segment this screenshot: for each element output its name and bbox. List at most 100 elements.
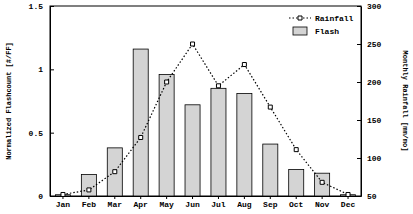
tick-label: 150 [367,116,382,125]
axis-line [51,196,362,197]
tick: Oct [289,196,304,209]
tick: 100 [357,154,382,163]
marker [242,63,246,67]
bar [81,174,96,196]
tick-label: 0 [38,192,43,201]
legend-item: Flash [293,27,339,36]
tick-mark [296,196,297,199]
tick-label: Jul [211,200,226,209]
tick: Mar [108,196,123,209]
marker [87,188,91,192]
bar [211,88,226,196]
tick: 250 [357,40,382,49]
y-axis-title: Normalized Flashcount [#/FF] [5,42,13,160]
tick-label: 100 [367,154,382,163]
tick: Feb [82,196,97,209]
bar [263,144,278,196]
tick-label: 250 [367,40,382,49]
marker [346,192,350,196]
tick-label: 50 [367,192,377,201]
tick-label: 200 [367,78,382,87]
marks [55,42,355,196]
marker [294,148,298,152]
tick: 300 [357,2,382,11]
marker [61,192,65,196]
marker [113,170,117,174]
tick-label: Oct [289,200,304,209]
plot-frame [50,6,361,196]
legend-item: Rainfall [289,14,354,23]
tick: 200 [357,78,382,87]
tick-mark [62,196,63,199]
tick-mark [218,196,219,199]
tick-label: 1.5 [29,2,44,11]
tick-mark [166,196,167,199]
bar [107,148,122,196]
legend-label: Rainfall [315,14,354,23]
tick-label: Nov [315,200,330,209]
bar [133,49,148,196]
marker [268,105,272,109]
legend-label: Flash [315,27,339,36]
tick: Aug [237,196,252,209]
tick-mark [88,196,89,199]
tick-mark [357,44,361,45]
tick: 1.5 [29,2,54,11]
tick-label: Apr [134,200,149,209]
tick-mark [50,69,54,70]
tick-label: Aug [237,200,252,209]
bar [159,74,174,196]
tick-label: 300 [367,2,382,11]
plot: 0 0.5 1 1.5 50 100 150 200 250 300 Jan Feb Mar Apr May… [29,2,382,209]
axis-line [50,7,51,197]
tick: Nov [315,196,330,209]
marker [191,42,195,46]
tick-mark [348,196,349,199]
tick-mark [140,196,141,199]
axis-line [361,7,362,197]
tick-mark [244,196,245,199]
tick-label: Jan [56,200,71,209]
tick-label: 1 [38,65,43,74]
tick-label: Sep [263,200,278,209]
tick-mark [114,196,115,199]
tick: Sep [263,196,278,209]
tick: 1 [38,65,54,74]
tick-label: Feb [82,200,97,209]
y2-axis-title: Monthly Rainfall [mm/mo] [401,51,409,152]
tick-mark [357,6,361,7]
tick-mark [357,82,361,83]
bar [289,169,304,196]
tick: Jul [211,196,226,209]
legend-swatch [293,27,307,35]
marker [165,80,169,84]
tick-mark [357,120,361,121]
y2-axis: 50 100 150 200 250 300 [357,2,382,201]
bar [185,105,200,196]
line [63,44,348,194]
legend: Rainfall Flash [289,14,354,36]
tick-label: 0.5 [29,129,44,138]
y-axis: 0 0.5 1 1.5 [29,2,54,201]
tick: May [159,196,174,209]
marker [320,180,324,184]
marker [139,135,143,139]
tick-mark [50,133,54,134]
legend-marker [298,16,302,20]
tick-mark [50,6,54,7]
tick-label: Jun [185,200,200,209]
tick-mark [192,196,193,199]
tick-mark [270,196,271,199]
x-axis: Jan Feb Mar Apr May Jun Jul Aug Sep Oct Nov Dec [51,196,362,209]
tick: 150 [357,116,382,125]
tick-label: Dec [341,200,356,209]
tick-mark [357,158,361,159]
tick-mark [322,196,323,199]
tick-label: May [159,200,174,209]
bar [237,93,252,196]
tick: Dec [341,196,356,209]
marker [216,84,220,88]
tick-label: Mar [108,200,123,209]
tick: Jan [56,196,71,209]
tick: Jun [185,196,200,209]
